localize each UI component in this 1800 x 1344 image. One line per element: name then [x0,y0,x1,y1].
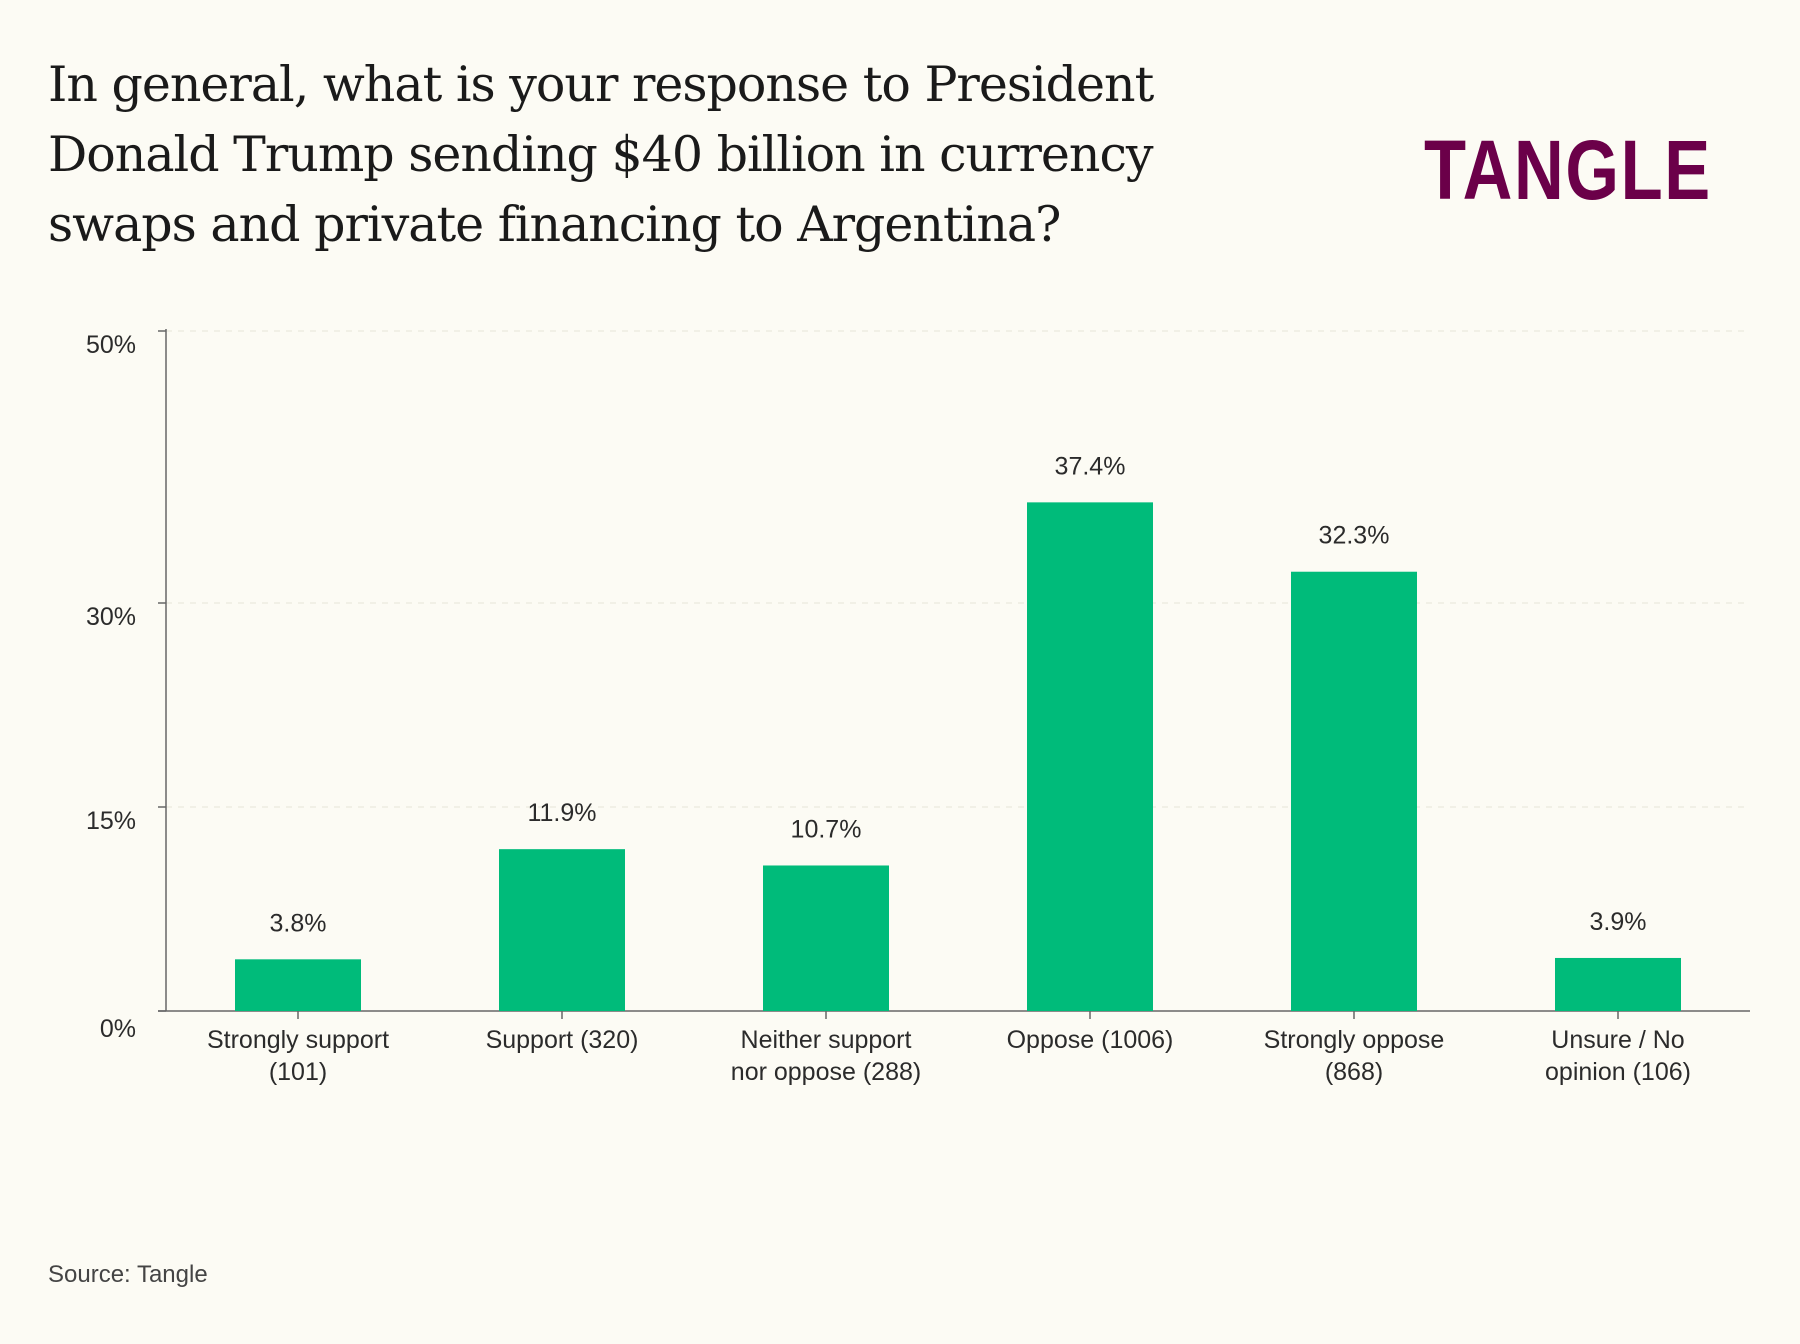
y-tick-label: 50% [86,331,136,359]
data-label: 32.3% [1319,522,1390,550]
bar [1291,571,1417,1011]
x-tick-label: nor oppose (288) [731,1058,921,1086]
x-tick-label: Strongly support [207,1026,389,1054]
data-label: 37.4% [1055,452,1126,480]
x-tick-label: Neither support [741,1026,912,1054]
x-tick-label: Oppose (1006) [1007,1026,1174,1054]
bar [235,959,361,1011]
y-tick-label: 0% [100,1015,136,1043]
data-label: 11.9% [527,799,596,827]
y-tick-label: 30% [86,603,136,631]
x-tick-label: (868) [1325,1058,1383,1086]
x-tick-label: opinion (106) [1545,1058,1691,1086]
bar [1027,502,1153,1011]
source-note: Source: Tangle [48,1261,208,1288]
chart-title: In general, what is your response to Pre… [48,56,1154,253]
x-tick-label: Support (320) [486,1026,639,1054]
bar [1555,957,1681,1011]
x-tick-label: (101) [269,1058,327,1086]
bar [763,865,889,1011]
bar [499,849,625,1011]
x-tick-label: Unsure / No [1551,1026,1684,1054]
data-label: 3.9% [1590,908,1647,936]
data-label: 3.8% [270,909,327,937]
x-tick-label: Strongly oppose [1264,1026,1445,1054]
data-label: 10.7% [791,815,862,843]
tangle-logo: TANGLE [1424,123,1712,217]
y-tick-label: 15% [86,807,136,835]
